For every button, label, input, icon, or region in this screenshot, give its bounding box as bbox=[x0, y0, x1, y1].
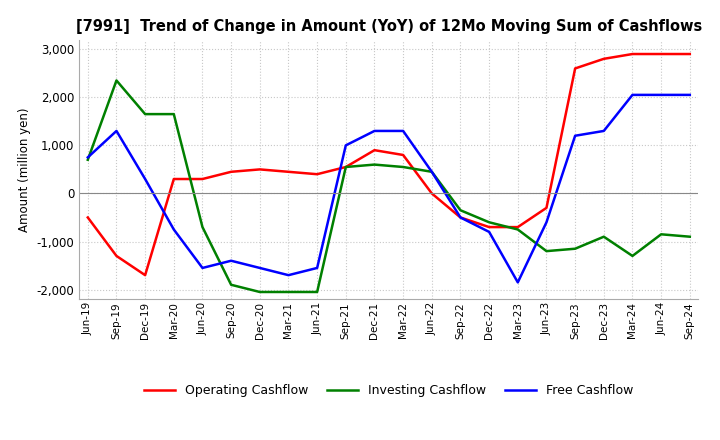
Y-axis label: Amount (million yen): Amount (million yen) bbox=[18, 107, 31, 231]
Free Cashflow bbox=[169, 227, 178, 232]
Investing Cashflow bbox=[198, 224, 207, 230]
Free Cashflow bbox=[513, 280, 522, 285]
Investing Cashflow bbox=[428, 169, 436, 174]
Operating Cashflow bbox=[141, 272, 150, 278]
Free Cashflow bbox=[370, 128, 379, 134]
Investing Cashflow bbox=[141, 111, 150, 117]
Free Cashflow bbox=[198, 265, 207, 271]
Operating Cashflow bbox=[112, 253, 121, 259]
Operating Cashflow bbox=[312, 172, 321, 177]
Investing Cashflow bbox=[657, 231, 665, 237]
Investing Cashflow bbox=[370, 162, 379, 167]
Investing Cashflow bbox=[600, 234, 608, 239]
Investing Cashflow bbox=[312, 290, 321, 295]
Free Cashflow bbox=[141, 176, 150, 182]
Investing Cashflow bbox=[485, 220, 493, 225]
Free Cashflow bbox=[399, 128, 408, 134]
Operating Cashflow bbox=[428, 191, 436, 196]
Operating Cashflow bbox=[84, 215, 92, 220]
Line: Free Cashflow: Free Cashflow bbox=[88, 95, 690, 282]
Operating Cashflow bbox=[456, 215, 465, 220]
Free Cashflow bbox=[428, 169, 436, 174]
Line: Operating Cashflow: Operating Cashflow bbox=[88, 54, 690, 275]
Free Cashflow bbox=[542, 220, 551, 225]
Operating Cashflow bbox=[227, 169, 235, 174]
Operating Cashflow bbox=[256, 167, 264, 172]
Investing Cashflow bbox=[84, 157, 92, 162]
Operating Cashflow bbox=[169, 176, 178, 182]
Investing Cashflow bbox=[284, 290, 293, 295]
Operating Cashflow bbox=[542, 205, 551, 210]
Free Cashflow bbox=[341, 143, 350, 148]
Investing Cashflow bbox=[341, 165, 350, 170]
Legend: Operating Cashflow, Investing Cashflow, Free Cashflow: Operating Cashflow, Investing Cashflow, … bbox=[139, 379, 639, 402]
Operating Cashflow bbox=[657, 51, 665, 57]
Operating Cashflow bbox=[513, 224, 522, 230]
Operating Cashflow bbox=[600, 56, 608, 62]
Operating Cashflow bbox=[685, 51, 694, 57]
Investing Cashflow bbox=[571, 246, 580, 251]
Investing Cashflow bbox=[542, 249, 551, 254]
Free Cashflow bbox=[227, 258, 235, 264]
Operating Cashflow bbox=[571, 66, 580, 71]
Investing Cashflow bbox=[399, 165, 408, 170]
Investing Cashflow bbox=[628, 253, 636, 259]
Investing Cashflow bbox=[112, 78, 121, 83]
Operating Cashflow bbox=[341, 165, 350, 170]
Investing Cashflow bbox=[685, 234, 694, 239]
Investing Cashflow bbox=[169, 111, 178, 117]
Free Cashflow bbox=[256, 265, 264, 271]
Free Cashflow bbox=[112, 128, 121, 134]
Investing Cashflow bbox=[227, 282, 235, 287]
Free Cashflow bbox=[485, 229, 493, 235]
Free Cashflow bbox=[657, 92, 665, 98]
Operating Cashflow bbox=[628, 51, 636, 57]
Free Cashflow bbox=[600, 128, 608, 134]
Operating Cashflow bbox=[284, 169, 293, 174]
Free Cashflow bbox=[312, 265, 321, 271]
Line: Investing Cashflow: Investing Cashflow bbox=[88, 81, 690, 292]
Operating Cashflow bbox=[399, 152, 408, 158]
Operating Cashflow bbox=[370, 147, 379, 153]
Free Cashflow bbox=[456, 215, 465, 220]
Investing Cashflow bbox=[256, 290, 264, 295]
Operating Cashflow bbox=[198, 176, 207, 182]
Free Cashflow bbox=[571, 133, 580, 139]
Investing Cashflow bbox=[513, 227, 522, 232]
Operating Cashflow bbox=[485, 224, 493, 230]
Free Cashflow bbox=[685, 92, 694, 98]
Free Cashflow bbox=[628, 92, 636, 98]
Free Cashflow bbox=[284, 272, 293, 278]
Free Cashflow bbox=[84, 155, 92, 160]
Investing Cashflow bbox=[456, 208, 465, 213]
Title: [7991]  Trend of Change in Amount (YoY) of 12Mo Moving Sum of Cashflows: [7991] Trend of Change in Amount (YoY) o… bbox=[76, 19, 702, 34]
